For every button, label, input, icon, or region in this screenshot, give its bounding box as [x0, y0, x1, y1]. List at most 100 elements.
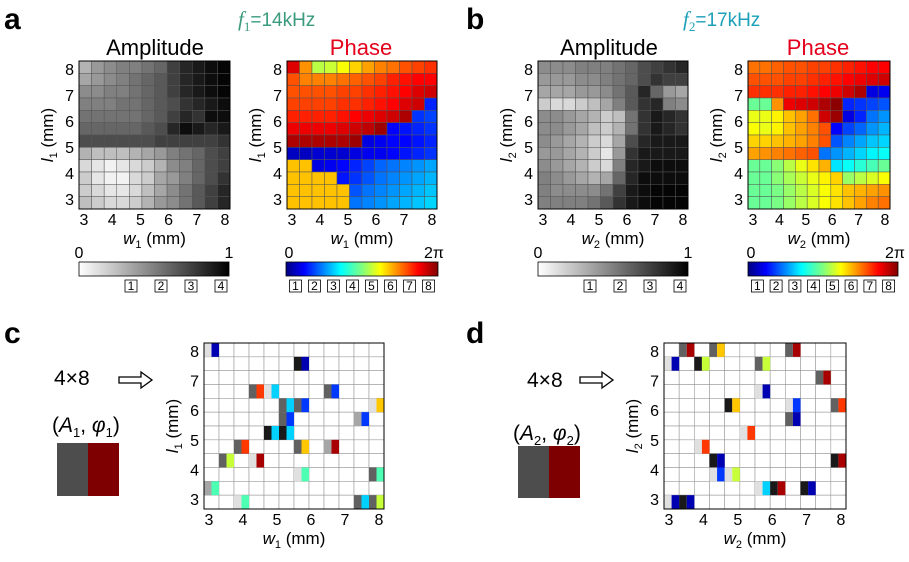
heatmap-cell: [374, 159, 388, 173]
heatmap-cell: [311, 110, 325, 123]
heatmap-cell: [361, 97, 375, 111]
grid-cell: [709, 494, 725, 510]
heatmap-cell: [612, 159, 626, 173]
heatmap-cell: [575, 184, 589, 197]
heatmap-cell: [783, 97, 796, 111]
selected-amp-cell: [679, 495, 687, 509]
heatmap-cell: [830, 171, 843, 185]
heatmap-cell: [361, 134, 375, 148]
heatmap-cell: [166, 97, 180, 111]
heatmap-cell: [129, 147, 143, 160]
heatmap-cell: [747, 110, 761, 123]
heatmap-cell: [575, 134, 589, 148]
d-amp-swatch: [518, 446, 549, 498]
heatmap-cell: [637, 110, 651, 123]
heatmap-cell: [361, 122, 375, 136]
selected-phase-cell: [331, 439, 339, 454]
heatmap-cell: [141, 85, 155, 99]
x-axis-label: w1 (mm): [331, 229, 394, 251]
grid-cell: [754, 411, 771, 427]
heatmap-cell: [842, 159, 855, 173]
heatmap-cell: [129, 73, 143, 86]
heatmap-cell: [771, 73, 784, 86]
heatmap-cell: [806, 196, 820, 210]
heatmap-cell: [103, 196, 117, 210]
cb-a-ph-min: 0: [285, 245, 294, 262]
heatmap-cell: [795, 184, 808, 197]
heatmap-cell: [324, 196, 338, 210]
heatmap-cell: [286, 171, 300, 185]
level-box-number: 2: [311, 279, 318, 293]
heatmap-cell: [78, 196, 92, 210]
level-box-number: 7: [867, 279, 874, 293]
heatmap-cell: [336, 110, 350, 123]
level-box: [643, 279, 657, 293]
plot-frame: [203, 342, 385, 510]
heatmap-cell: [625, 147, 639, 160]
heatmap-cell: [818, 171, 832, 185]
heatmap-cell: [311, 159, 325, 173]
heatmap-cell: [103, 122, 117, 136]
selected-amp-cell: [755, 481, 763, 496]
heatmap-cell: [399, 85, 413, 99]
y-tick-label: 4: [190, 462, 199, 479]
cb-a-amp-min: 0: [75, 245, 84, 262]
heatmap-cell: [399, 171, 413, 185]
heatmap-cell: [662, 196, 676, 210]
heatmap-cell: [662, 97, 676, 111]
heatmap-cell: [783, 147, 796, 160]
heatmap-cell: [747, 85, 761, 99]
grid-cell: [323, 342, 340, 358]
grid-cell: [754, 494, 771, 510]
heatmap-cell: [650, 60, 664, 74]
grid-cell: [353, 342, 370, 358]
heatmap-cell: [116, 60, 130, 74]
heatmap-cell: [783, 184, 796, 197]
heatmap-cell: [349, 73, 363, 86]
heatmap-cell: [747, 196, 761, 210]
heatmap-cell: [166, 147, 180, 160]
level-box-number: 2: [158, 279, 165, 293]
grid-cell: [233, 384, 250, 399]
heatmap-cell: [299, 196, 313, 210]
heatmap-cell: [141, 196, 155, 210]
panel-label-b: b: [466, 3, 484, 36]
heatmap-cell: [675, 97, 689, 111]
grid-cell: [815, 453, 832, 468]
x-tick-label: 3: [288, 212, 297, 229]
heatmap-cell: [562, 171, 576, 185]
heatmap-cell: [204, 134, 218, 148]
heatmap-cell: [830, 60, 843, 74]
y-tick-label: 7: [524, 88, 533, 105]
heatmap-cell: [830, 73, 843, 86]
heatmap-cell: [771, 97, 784, 111]
grid-cell: [203, 370, 220, 385]
heatmap-cell: [650, 184, 664, 197]
heatmap-cell: [78, 122, 92, 136]
d-arrow-icon: [579, 370, 615, 390]
heatmap-cell: [166, 184, 180, 197]
heatmap-cell: [116, 171, 130, 185]
grid-cell: [233, 411, 250, 427]
grid-cell: [263, 356, 280, 371]
grid-cell: [800, 439, 816, 454]
y-tick-label: 3: [65, 192, 74, 209]
heatmap-cell: [166, 159, 180, 173]
grid-cell: [830, 439, 847, 454]
grid-cell: [800, 356, 816, 371]
heatmap-cell: [336, 97, 350, 111]
heatmap-cell: [587, 159, 601, 173]
heatmap-cell: [78, 159, 92, 173]
heatmap-cell: [650, 73, 664, 86]
heatmap-cell: [818, 73, 832, 86]
grid-cell: [338, 342, 355, 358]
heatmap-cell: [349, 85, 363, 99]
heatmap-cell: [675, 73, 689, 86]
grid-cell: [308, 494, 325, 510]
x-tick-label: 6: [307, 512, 316, 529]
grid-cell: [203, 398, 220, 413]
heatmap-cell: [650, 110, 664, 123]
heatmap-cell: [866, 110, 879, 123]
grid-cell: [830, 411, 847, 427]
